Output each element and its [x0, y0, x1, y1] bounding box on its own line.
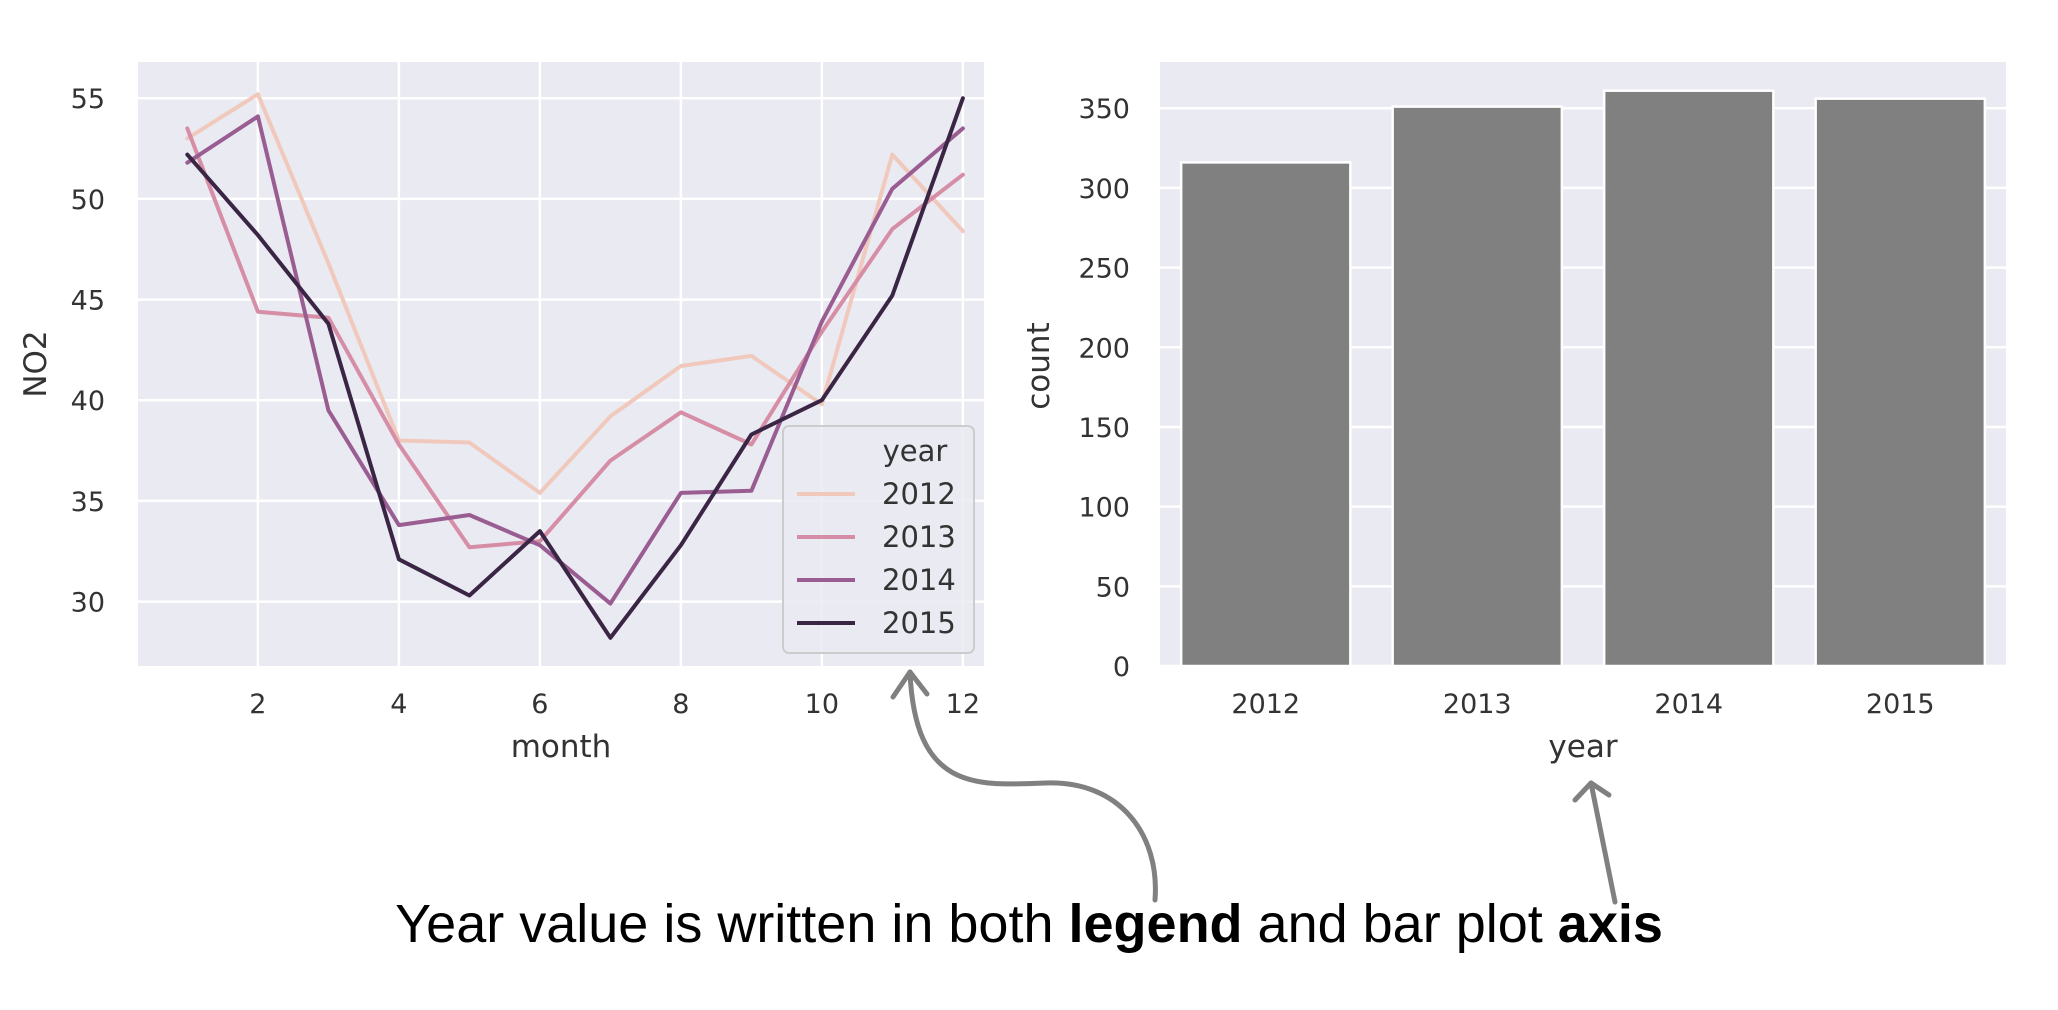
y-tick-label: 40 [71, 386, 105, 417]
y-tick-label: 300 [1078, 174, 1130, 205]
line-chart-series [185, 92, 965, 640]
line-chart-x-axis-label: month [511, 729, 612, 765]
legend-label-2014: 2014 [882, 563, 956, 597]
x-tick-label: 4 [390, 689, 407, 720]
y-tick-label: 45 [71, 286, 105, 317]
legend-label-2015: 2015 [882, 606, 956, 640]
x-tick-label: 2013 [1443, 689, 1512, 720]
line-chart-x-tick-labels: 2 4 6 8 10 12 [249, 689, 980, 720]
bar-chart-y-tick-labels: 0 50 100 150 200 250 300 350 [1078, 94, 1130, 683]
y-tick-label: 100 [1078, 493, 1130, 524]
line-chart-y-tick-labels: 30 35 40 45 50 55 [71, 84, 105, 618]
series-line-2013 [185, 126, 965, 550]
x-tick-label: 12 [946, 689, 980, 720]
bar-chart-x-tick-labels: 2012 2013 2014 2015 [1231, 689, 1934, 720]
caption-part-bold-axis: axis [1558, 894, 1663, 954]
bar-chart: 2012 2013 2014 2015 0 50 100 150 200 250 300 350 y… [1021, 62, 2006, 765]
line-chart: 2 4 6 8 10 12 30 35 40 45 50 55 month NO2 year 201… [18, 62, 984, 765]
y-tick-label: 50 [71, 185, 105, 216]
y-tick-label: 30 [71, 588, 105, 619]
caption-part-bold-legend: legend [1069, 894, 1243, 954]
x-tick-label: 10 [805, 689, 839, 720]
bar-2014 [1602, 89, 1775, 668]
series-line-2012 [185, 92, 965, 495]
bar-chart-y-axis-label: count [1021, 322, 1057, 409]
line-chart-y-axis-label: NO2 [18, 330, 54, 397]
y-tick-label: 200 [1078, 333, 1130, 364]
series-line-2014 [185, 114, 965, 606]
y-tick-label: 350 [1078, 94, 1130, 125]
bar-chart-bars [1179, 89, 1987, 668]
legend-items: 2012 2013 2014 2015 [797, 477, 956, 640]
annotation-caption: Year value is written in both legend and… [395, 894, 1663, 954]
x-tick-label: 8 [672, 689, 689, 720]
x-tick-label: 6 [531, 689, 548, 720]
legend-label-2012: 2012 [882, 477, 956, 511]
x-tick-label: 2 [249, 689, 266, 720]
y-tick-label: 0 [1113, 652, 1130, 683]
legend-label-2013: 2013 [882, 520, 956, 554]
series-line-2015 [185, 96, 965, 640]
caption-part: and bar plot [1243, 894, 1558, 954]
y-tick-label: 50 [1096, 572, 1130, 603]
axis-arrowhead-icon [1572, 780, 1612, 803]
bar-2013 [1391, 105, 1564, 668]
x-tick-label: 2014 [1654, 689, 1723, 720]
axis-arrow [1588, 780, 1618, 905]
legend-frame [782, 425, 975, 654]
annotation-arrows [890, 669, 1618, 905]
line-chart-legend: year 2012 2013 2014 2015 [782, 425, 975, 654]
bar-2012 [1179, 161, 1352, 668]
bar-2015 [1814, 97, 1987, 668]
y-tick-label: 55 [71, 84, 105, 115]
x-tick-label: 2012 [1231, 689, 1300, 720]
y-tick-label: 35 [71, 487, 105, 518]
bar-chart-x-axis-label: year [1548, 729, 1617, 765]
y-tick-label: 250 [1078, 254, 1130, 285]
legend-arrow [907, 669, 1158, 903]
legend-arrowhead-icon [890, 669, 930, 700]
y-tick-label: 150 [1078, 413, 1130, 444]
legend-title: year [883, 434, 948, 468]
caption-part: Year value is written in both [395, 894, 1068, 954]
x-tick-label: 2015 [1866, 689, 1935, 720]
